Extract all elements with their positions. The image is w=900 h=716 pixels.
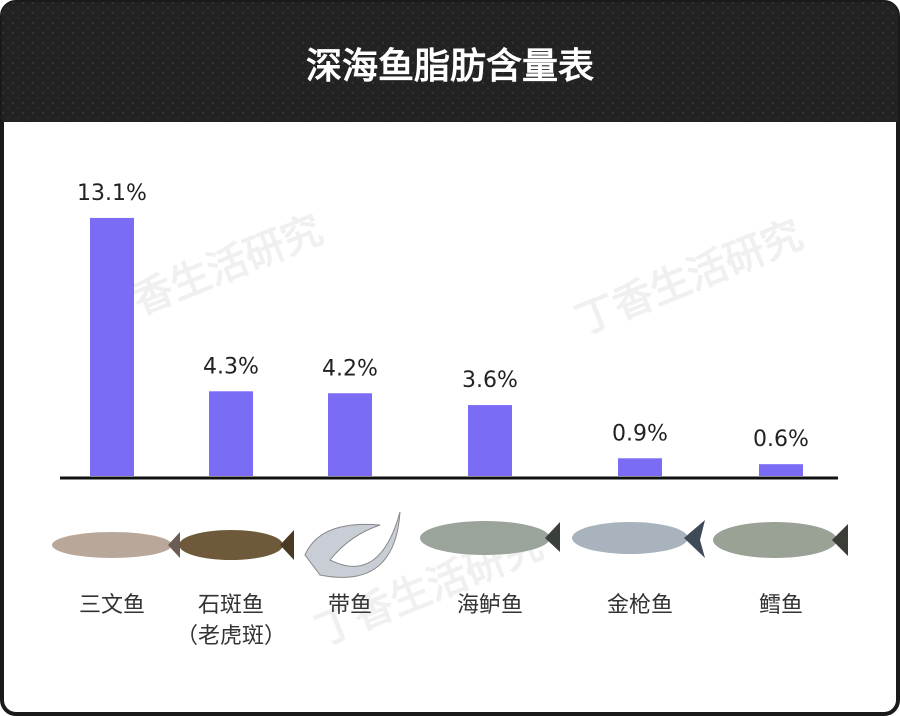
bar (468, 405, 512, 476)
value-label: 4.2% (322, 356, 378, 381)
category-label: 海鲈鱼 (457, 593, 523, 618)
value-label: 0.6% (753, 427, 809, 452)
bar (618, 458, 662, 476)
value-label: 3.6% (462, 368, 518, 393)
category-label: 带鱼 (328, 593, 372, 618)
value-label: 4.3% (203, 354, 259, 379)
chart-title: 深海鱼脂肪含量表 (306, 46, 594, 87)
value-label: 13.1% (77, 181, 147, 206)
category-label: 鳕鱼 (759, 593, 803, 618)
bar (759, 464, 803, 476)
category-label: 石斑鱼（老虎斑） (176, 593, 286, 649)
category-label: 三文鱼 (79, 593, 145, 618)
bar (209, 391, 253, 476)
header-band (2, 2, 898, 122)
fish-illustrations (52, 511, 848, 578)
bar (328, 393, 372, 476)
bar (90, 217, 134, 476)
value-label: 0.9% (612, 421, 668, 446)
category-label: 金枪鱼 (607, 593, 673, 618)
